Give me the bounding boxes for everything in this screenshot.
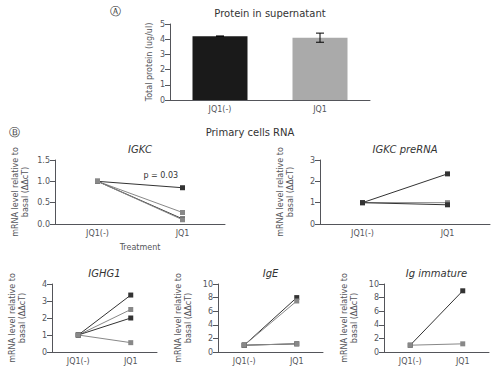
svg-text:mRNA level relative to: mRNA level relative to (340, 273, 349, 363)
svg-text:p = 0.03: p = 0.03 (143, 171, 178, 180)
svg-text:0: 0 (160, 96, 165, 105)
svg-text:JQ1: JQ1 (455, 357, 470, 366)
svg-text:JQ1: JQ1 (289, 357, 304, 366)
svg-text:10: 10 (369, 280, 379, 289)
svg-text:mRNA level relative to: mRNA level relative to (11, 147, 20, 237)
svg-text:mRNA level relative to: mRNA level relative to (8, 273, 17, 363)
svg-text:2: 2 (310, 177, 315, 186)
svg-text:0: 0 (42, 348, 47, 357)
svg-text:6: 6 (374, 307, 379, 316)
svg-text:mRNA level relative to: mRNA level relative to (276, 147, 285, 237)
svg-text:JQ1(-): JQ1(-) (350, 229, 374, 238)
svg-text:10: 10 (203, 280, 213, 289)
svg-text:IgE: IgE (263, 268, 279, 279)
svg-text:3: 3 (160, 50, 165, 59)
svg-text:4: 4 (208, 320, 213, 329)
svg-text:basal (ΔΔcT): basal (ΔΔcT) (18, 293, 27, 343)
svg-text:Ⓐ: Ⓐ (110, 5, 121, 18)
svg-text:IGHG1: IGHG1 (88, 268, 120, 279)
svg-text:JQ1(-): JQ1(-) (398, 357, 422, 366)
svg-text:8: 8 (374, 293, 379, 302)
svg-text:Ⓑ: Ⓑ (9, 126, 20, 139)
svg-text:4: 4 (374, 320, 379, 329)
svg-text:1.0: 1.0 (37, 177, 50, 186)
svg-text:mRNA level relative to: mRNA level relative to (174, 273, 183, 363)
svg-text:1: 1 (42, 331, 47, 340)
svg-text:JQ1: JQ1 (312, 105, 327, 114)
svg-text:Treatment: Treatment (119, 243, 161, 252)
svg-text:Protein in supernatant: Protein in supernatant (214, 8, 325, 19)
svg-text:JQ1: JQ1 (440, 229, 455, 238)
svg-text:1: 1 (310, 198, 315, 207)
svg-text:JQ1(-): JQ1(-) (85, 229, 109, 238)
svg-text:JQ1(-): JQ1(-) (208, 105, 232, 114)
svg-text:8: 8 (208, 293, 213, 302)
svg-text:4: 4 (160, 35, 165, 44)
svg-text:basal (ΔΔcT): basal (ΔΔcT) (350, 293, 359, 343)
svg-text:2: 2 (208, 334, 213, 343)
svg-text:2: 2 (160, 65, 165, 74)
svg-text:basal (ΔΔcT): basal (ΔΔcT) (184, 293, 193, 343)
svg-text:0: 0 (310, 220, 315, 229)
svg-text:JQ1(-): JQ1(-) (66, 357, 90, 366)
svg-text:6: 6 (208, 307, 213, 316)
svg-text:JQ1: JQ1 (175, 229, 190, 238)
svg-text:1.5: 1.5 (37, 156, 50, 165)
svg-text:3: 3 (42, 297, 47, 306)
svg-text:0: 0 (208, 348, 213, 357)
svg-text:2: 2 (42, 314, 47, 323)
svg-text:5: 5 (160, 20, 165, 29)
svg-text:2: 2 (374, 334, 379, 343)
svg-text:basal (ΔΔcT): basal (ΔΔcT) (21, 167, 30, 217)
svg-text:1: 1 (160, 80, 165, 89)
svg-text:0: 0 (374, 348, 379, 357)
svg-text:JQ1(-): JQ1(-) (232, 357, 256, 366)
svg-text:IGKC preRNA: IGKC preRNA (372, 144, 437, 155)
svg-text:Total protein (ug/ul): Total protein (ug/ul) (145, 23, 154, 103)
svg-text:IGKC: IGKC (128, 144, 152, 155)
svg-text:0.5: 0.5 (37, 198, 50, 207)
svg-text:JQ1: JQ1 (123, 357, 138, 366)
svg-text:Primary cells RNA: Primary cells RNA (206, 127, 295, 138)
svg-text:basal (ΔΔcT): basal (ΔΔcT) (286, 167, 295, 217)
svg-text:4: 4 (42, 280, 47, 289)
svg-text:3: 3 (310, 156, 315, 165)
svg-text:Ig immature: Ig immature (406, 268, 467, 279)
svg-text:0.0: 0.0 (37, 220, 50, 229)
